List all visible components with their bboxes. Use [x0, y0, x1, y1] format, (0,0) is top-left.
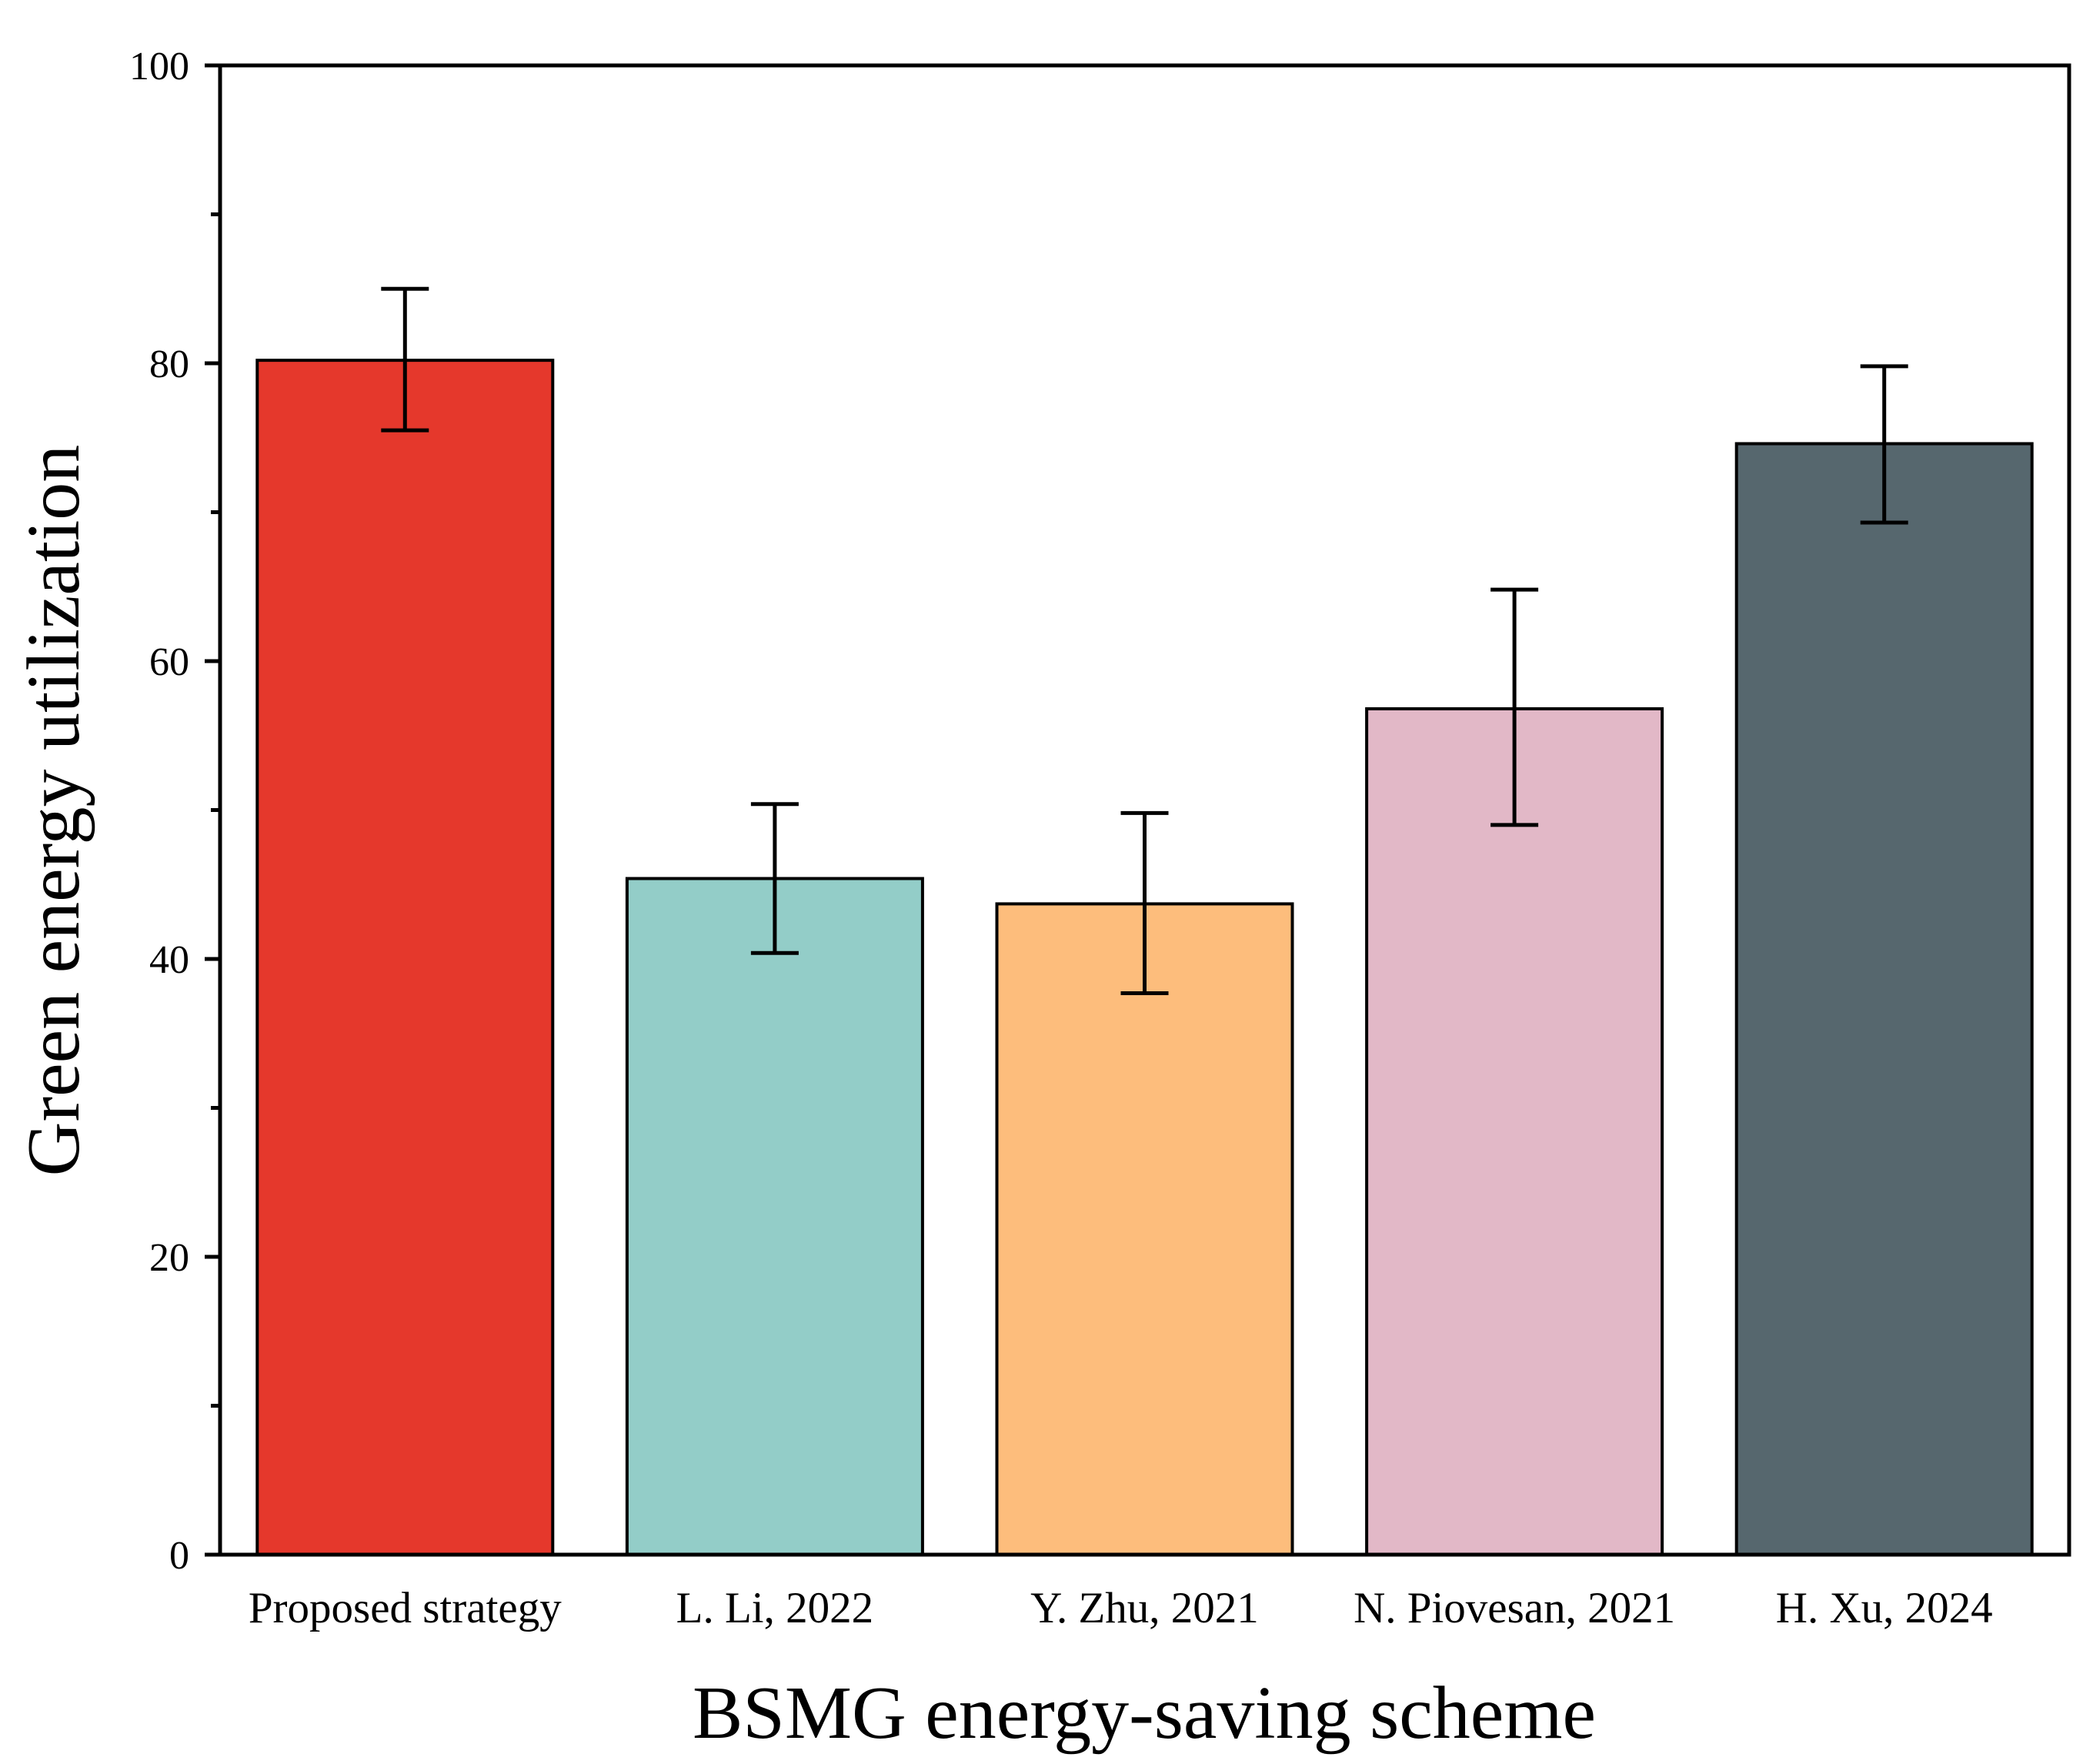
y-tick-label: 20 [149, 1236, 189, 1280]
x-tick-label: N. Piovesan, 2021 [1354, 1584, 1675, 1632]
error-bar-2 [750, 802, 799, 955]
y-axis-ticks [205, 63, 220, 1557]
bar-3 [995, 902, 1294, 1556]
error-bar-1 [381, 286, 429, 433]
bar-5 [1734, 442, 2034, 1556]
error-bar-3 [1120, 810, 1169, 996]
bars-layer [255, 359, 2034, 1556]
y-tick-label: 0 [169, 1534, 189, 1578]
x-axis-tick-labels: Proposed strategy L. Li, 2022 Y. Zhu, 2021… [249, 1584, 1993, 1632]
error-bars-layer [381, 286, 1908, 996]
y-tick-label: 80 [149, 342, 189, 386]
x-tick-label: H. Xu, 2024 [1776, 1584, 1993, 1632]
x-axis-title: BSMG energy-saving scheme [693, 1672, 1596, 1755]
x-tick-label: Y. Zhu, 2021 [1030, 1584, 1259, 1632]
y-tick-label: 40 [149, 938, 189, 982]
error-bar-4 [1490, 587, 1539, 827]
bar-1 [255, 359, 555, 1556]
x-tick-label: Proposed strategy [249, 1584, 562, 1632]
bar-4 [1365, 707, 1664, 1556]
y-tick-label: 100 [129, 45, 189, 89]
y-axis-tick-labels: 0 20 40 60 80 100 [129, 45, 189, 1578]
bar-2 [625, 877, 924, 1556]
y-tick-label: 60 [149, 640, 189, 684]
error-bar-5 [1860, 364, 1908, 525]
y-axis-title: Green energy utilization [12, 445, 95, 1177]
x-tick-label: L. Li, 2022 [676, 1584, 873, 1632]
